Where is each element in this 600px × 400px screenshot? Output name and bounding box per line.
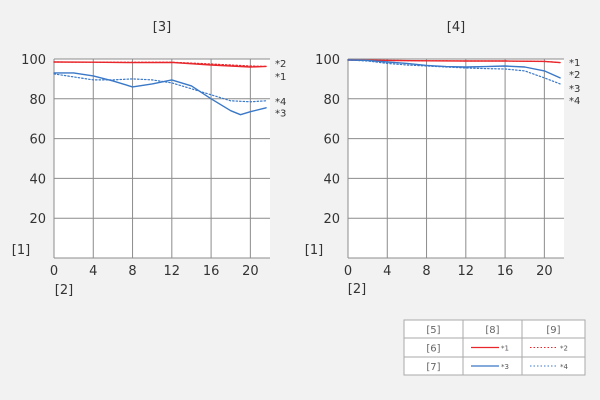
y-axis-label: [1] (12, 243, 30, 258)
y-tick-label: 60 (323, 133, 340, 148)
series-line-star-1 (53, 61, 267, 68)
x-tick-label: 0 (50, 264, 58, 279)
legend-header: [9] (546, 325, 560, 336)
y-tick-label: 20 (323, 212, 340, 227)
y-tick-label: 40 (323, 172, 340, 187)
series-end-label: *2 (569, 70, 580, 81)
x-axis-label: [2] (348, 282, 366, 297)
x-tick-label: 4 (89, 264, 97, 279)
series-line-star-3 (347, 59, 561, 79)
x-tick-label: 8 (128, 264, 136, 279)
legend-swatch-label: *2 (560, 345, 568, 353)
series-line-star-3 (53, 72, 267, 116)
chart-panel-1: 20 40 60 80 100 0 4 8 12 16 20 [3] [1] [2] *2 *1 *4*3 (12, 20, 287, 298)
x-tick-label: 0 (344, 264, 352, 279)
series-line-star-1 (347, 59, 561, 64)
x-axis-label: [2] (55, 283, 73, 298)
y-tick-label: 80 (323, 93, 340, 108)
series-end-label: *1 (569, 58, 580, 69)
legend-swatch-label: *3 (501, 363, 509, 371)
chart-title: [4] (447, 20, 465, 35)
series-end-label: *4 (569, 96, 580, 107)
x-tick-label: 16 (203, 264, 220, 279)
legend-table: [5] [8] [9] [6] *1 *2 [7] *3 *4 (403, 319, 586, 376)
x-tick-label: 12 (458, 264, 475, 279)
x-tick-label: 20 (242, 264, 259, 279)
chart-panel-2: 20 40 60 80 100 0 4 8 12 16 20 [4] [1] [2] *1*2 *3*4 (305, 20, 581, 297)
legend-row-label: [7] (426, 362, 440, 373)
x-tick-label: 20 (536, 264, 553, 279)
x-tick-label: 4 (383, 264, 391, 279)
y-tick-label: 80 (29, 93, 46, 108)
y-axis-label: [1] (305, 243, 323, 258)
series-end-label: *2 (275, 59, 286, 70)
y-tick-label: 20 (29, 212, 46, 227)
y-tick-label: 100 (21, 53, 46, 68)
y-tick-label: 60 (29, 133, 46, 148)
legend-header: [5] (426, 325, 440, 336)
series-end-label: *4 (275, 97, 286, 108)
legend-header: [8] (485, 325, 499, 336)
y-tick-label: 100 (315, 53, 340, 68)
x-tick-label: 8 (422, 264, 430, 279)
y-tick-label: 40 (29, 172, 46, 187)
chart-title: [3] (153, 20, 171, 35)
plot-area (54, 59, 270, 258)
legend-row-label: [6] (426, 344, 440, 355)
legend-swatch-label: *4 (560, 363, 569, 371)
x-tick-label: 12 (164, 264, 181, 279)
x-tick-label: 16 (497, 264, 514, 279)
series-end-label: *3 (275, 109, 286, 120)
legend-swatch-label: *1 (501, 345, 509, 353)
plot-area (348, 59, 564, 258)
series-end-label: *3 (569, 84, 580, 95)
series-end-label: *1 (275, 72, 286, 83)
